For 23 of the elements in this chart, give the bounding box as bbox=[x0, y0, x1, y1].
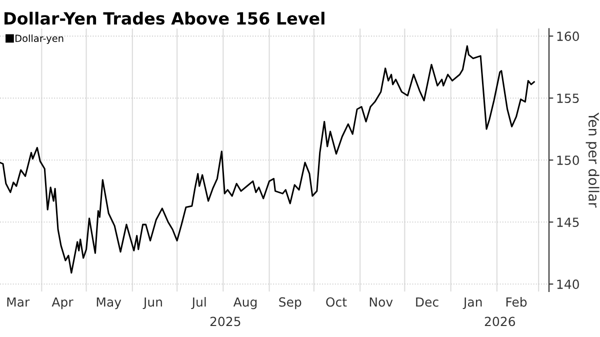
chart-title: Dollar-Yen Trades Above 156 Level bbox=[4, 12, 324, 25]
legend-label: Dollar-yen bbox=[16, 34, 64, 44]
y-tick-label: 155 bbox=[557, 94, 579, 104]
x-tick-label: May bbox=[96, 297, 122, 310]
text: 2025 bbox=[210, 316, 240, 326]
x-tick-label: Oct bbox=[326, 297, 347, 307]
x-tick-label: Apr bbox=[52, 297, 74, 310]
y-tick-label: 150 bbox=[557, 156, 579, 165]
x-tick-label: Mar bbox=[7, 297, 30, 307]
x-tick-label: Aug bbox=[233, 297, 257, 310]
y-tick-label: 160 bbox=[557, 32, 579, 42]
x-tick-label: Feb bbox=[506, 297, 527, 307]
x-tick-label: Jul bbox=[191, 297, 206, 310]
x-tick-label: Jan bbox=[462, 297, 482, 310]
x-tick-label: Dec bbox=[416, 297, 438, 307]
y-tick-label: 145 bbox=[557, 218, 579, 227]
x-tick-label: Jun bbox=[142, 297, 162, 310]
line-series bbox=[0, 45, 535, 274]
y-tick-label: 140 bbox=[557, 280, 579, 289]
x-tick-label: Nov bbox=[370, 297, 393, 307]
text: 2026 bbox=[484, 316, 516, 326]
y-axis-title: Yen per dollar bbox=[586, 112, 600, 208]
x-tick-label: Sep bbox=[279, 297, 302, 310]
